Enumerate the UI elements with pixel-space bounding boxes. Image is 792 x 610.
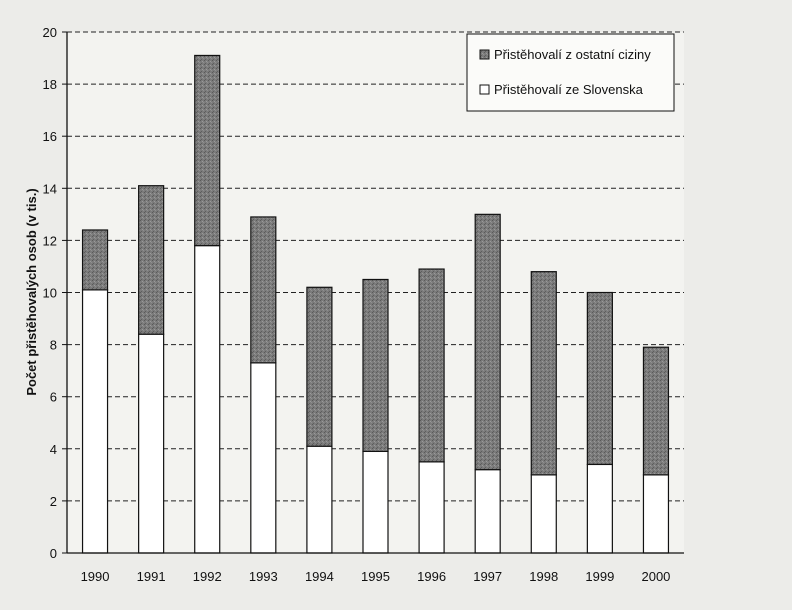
x-tick-label: 1999 bbox=[585, 569, 614, 584]
bar-segment-slovakia bbox=[418, 461, 445, 554]
bar-segment-other bbox=[194, 54, 221, 247]
bar-segment-slovakia bbox=[362, 450, 389, 554]
y-tick-label: 14 bbox=[43, 181, 57, 196]
bar-segment-other bbox=[362, 278, 389, 453]
bar-segment-slovakia bbox=[530, 474, 557, 554]
x-tick-label: 1995 bbox=[361, 569, 390, 584]
y-tick-label: 12 bbox=[43, 233, 57, 248]
legend-label: Přistěhovalí z ostatní ciziny bbox=[494, 47, 651, 62]
bar-segment-other bbox=[474, 213, 501, 471]
bar-segment-slovakia bbox=[194, 245, 221, 554]
y-tick-label: 4 bbox=[50, 442, 57, 457]
y-tick-label: 18 bbox=[43, 77, 57, 92]
y-tick-label: 2 bbox=[50, 494, 57, 509]
bar-segment-other bbox=[250, 216, 277, 364]
bar-segment-slovakia bbox=[586, 463, 613, 554]
bar-segment-slovakia bbox=[138, 333, 165, 554]
x-tick-label: 1998 bbox=[529, 569, 558, 584]
bar-segment-other bbox=[306, 286, 333, 447]
bar-segment-other bbox=[586, 291, 613, 466]
y-tick-label: 16 bbox=[43, 129, 57, 144]
x-tick-label: 1991 bbox=[137, 569, 166, 584]
bar-segment-slovakia bbox=[642, 474, 670, 554]
bar-segment-other bbox=[530, 271, 557, 476]
x-tick-label: 1996 bbox=[417, 569, 446, 584]
x-tick-label: 1997 bbox=[473, 569, 502, 584]
y-tick-label: 6 bbox=[50, 390, 57, 405]
x-tick-label: 1990 bbox=[81, 569, 110, 584]
bar-segment-slovakia bbox=[81, 289, 109, 554]
y-tick-label: 10 bbox=[43, 286, 57, 301]
bar-segment-other bbox=[138, 185, 165, 335]
bar-segment-slovakia bbox=[474, 469, 501, 554]
y-tick-label: 0 bbox=[50, 546, 57, 561]
legend-swatch bbox=[479, 84, 490, 95]
legend bbox=[466, 33, 675, 112]
legend-label: Přistěhovalí ze Slovenska bbox=[494, 82, 644, 97]
x-tick-label: 1992 bbox=[193, 569, 222, 584]
legend-swatch bbox=[479, 49, 490, 60]
bar-segment-other bbox=[642, 346, 670, 476]
y-tick-label: 8 bbox=[50, 338, 57, 353]
bar-segment-other bbox=[418, 268, 445, 463]
y-axis-title: Počet přistěhovalých osob (v tis.) bbox=[24, 188, 39, 395]
bar-segment-slovakia bbox=[250, 362, 277, 554]
x-tick-label: 1994 bbox=[305, 569, 334, 584]
bar-segment-other bbox=[81, 229, 109, 291]
bar-segment-slovakia bbox=[306, 445, 333, 554]
x-tick-label: 2000 bbox=[641, 569, 670, 584]
x-tick-label: 1993 bbox=[249, 569, 278, 584]
y-tick-label: 20 bbox=[43, 25, 57, 40]
